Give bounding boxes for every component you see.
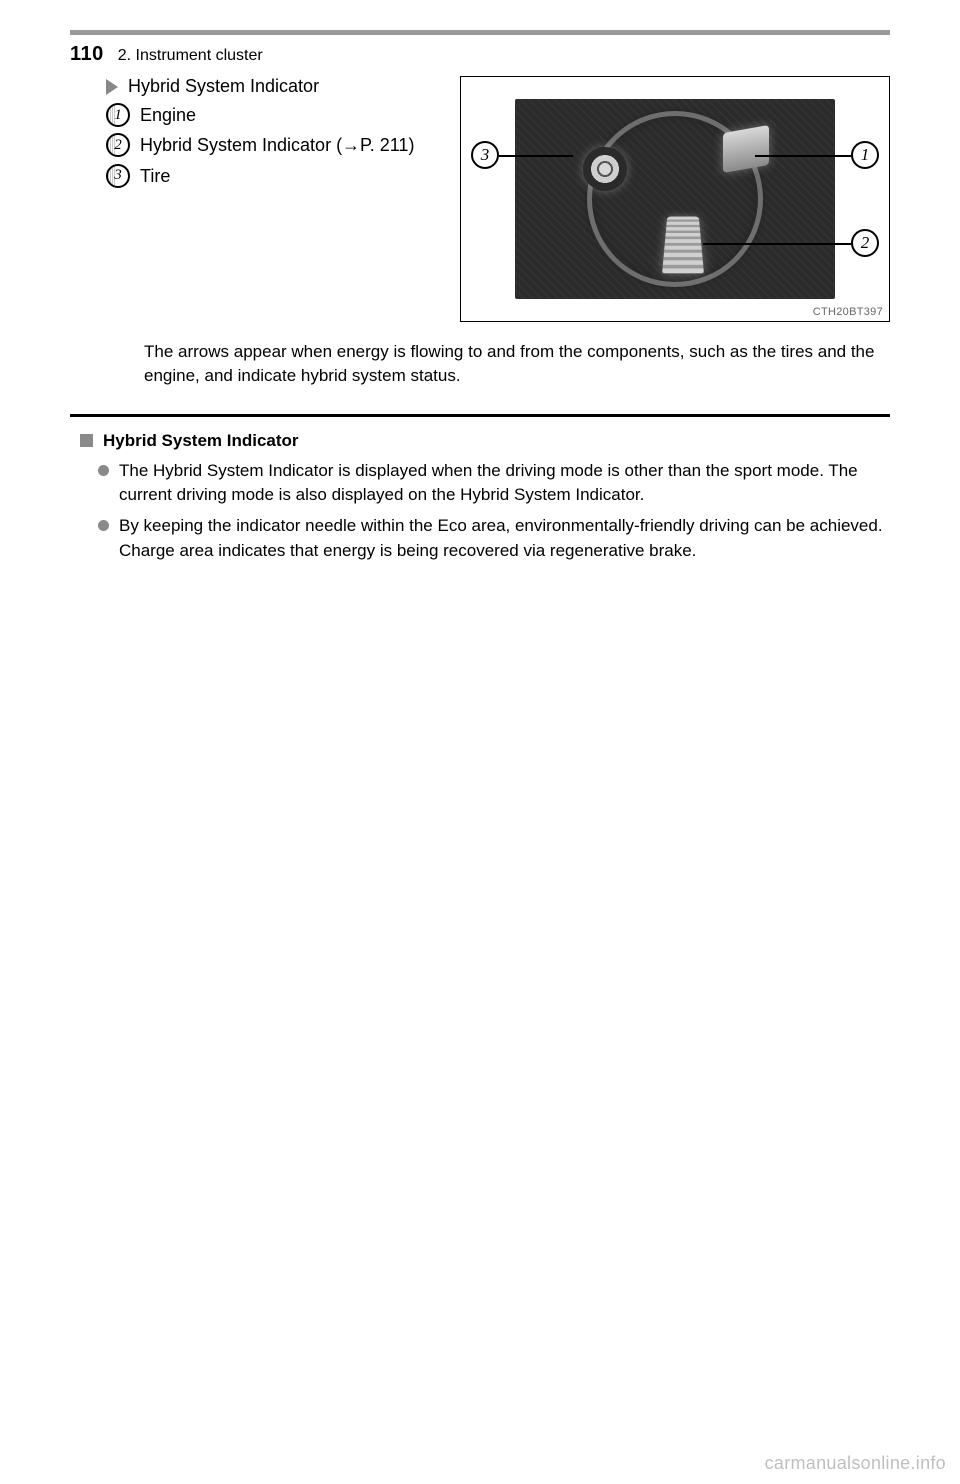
engine-icon xyxy=(723,125,769,173)
callout-3: 3 xyxy=(471,141,499,169)
figure-code: CTH20BT397 xyxy=(813,306,883,318)
double-rule xyxy=(70,414,890,417)
figure-image xyxy=(515,99,835,299)
breadcrumb: 2. Instrument cluster xyxy=(118,47,263,65)
circled-3-icon: 3 xyxy=(106,164,130,188)
pedal-icon xyxy=(662,217,704,274)
item-text: Tire xyxy=(140,164,170,188)
circled-2-icon: 2 xyxy=(106,133,130,157)
callout-2: 2 xyxy=(851,229,879,257)
note-text: By keeping the indicator needle within t… xyxy=(119,514,890,563)
under-figure-note: The arrows appear when energy is flowing… xyxy=(144,340,890,388)
leader-line xyxy=(499,155,573,157)
item-text: Engine xyxy=(140,103,196,127)
note-bullet: By keeping the indicator needle within t… xyxy=(98,514,890,563)
top-rule xyxy=(70,30,890,35)
figure: 1 2 3 CTH20BT397 xyxy=(460,76,890,322)
callout-1: 1 xyxy=(851,141,879,169)
item-text: Hybrid System Indicator (→P. 211) xyxy=(140,133,414,157)
page-header: 110 2. Instrument cluster xyxy=(70,43,890,66)
notes-title: Hybrid System Indicator xyxy=(103,431,299,451)
note-bullet: The Hybrid System Indicator is displayed… xyxy=(98,459,890,508)
wheel-icon xyxy=(583,147,627,191)
item-row: 2 Hybrid System Indicator (→P. 211) xyxy=(106,133,444,157)
subsection-title: Hybrid System Indicator xyxy=(128,76,319,97)
subsection-row: Hybrid System Indicator xyxy=(106,76,444,97)
leader-line xyxy=(755,155,851,157)
triangle-icon xyxy=(106,79,118,95)
dot-icon xyxy=(98,520,109,531)
watermark: carmanualsonline.info xyxy=(765,1453,946,1474)
item-row: 3 Tire xyxy=(106,164,444,188)
circled-1-icon: 1 xyxy=(106,103,130,127)
leader-line xyxy=(703,243,851,245)
item-row: 1 Engine xyxy=(106,103,444,127)
square-bullet-icon xyxy=(80,434,93,447)
notes-heading: Hybrid System Indicator xyxy=(80,431,890,451)
page-number: 110 xyxy=(70,43,104,66)
dot-icon xyxy=(98,465,109,476)
note-text: The Hybrid System Indicator is displayed… xyxy=(119,459,890,508)
notes-section: Hybrid System Indicator The Hybrid Syste… xyxy=(70,431,890,564)
